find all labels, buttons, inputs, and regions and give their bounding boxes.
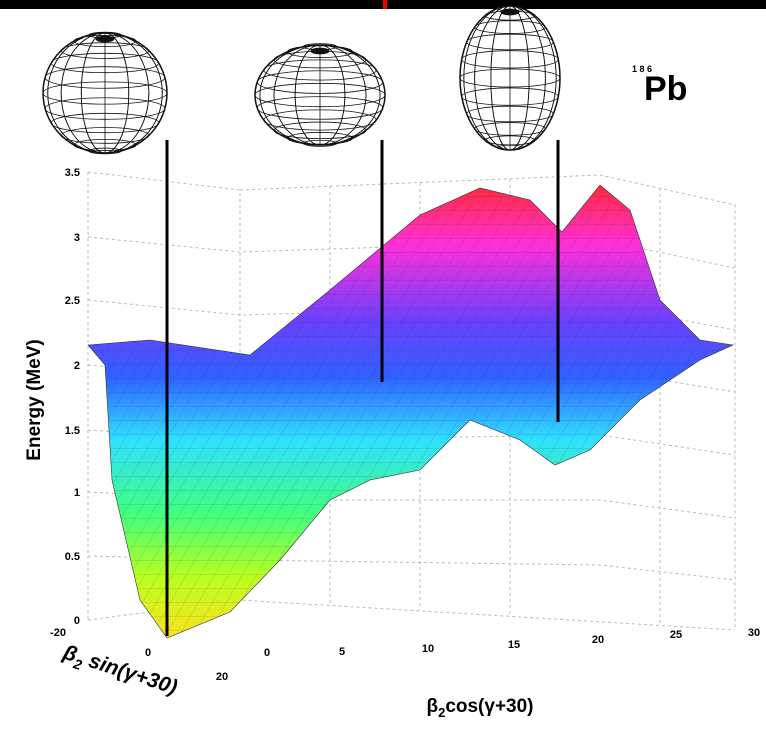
latitude	[461, 50, 559, 69]
x-tick-label: 30	[748, 627, 760, 639]
latitude	[474, 122, 546, 136]
z-tick-label: 0.5	[65, 551, 80, 563]
z-tick-label: 1	[74, 487, 80, 499]
x-tick-label: 5	[339, 646, 345, 658]
latitude	[50, 52, 160, 74]
meridian	[463, 5, 557, 151]
surface-mesh	[88, 185, 733, 638]
ellipsoid	[42, 31, 168, 155]
nuclear-shapes	[42, 5, 561, 155]
meridian	[259, 44, 381, 146]
z-tick-label: 1.5	[65, 425, 80, 437]
x-tick-label: 10	[422, 643, 434, 655]
shape-lines	[165, 140, 560, 636]
latitude	[44, 97, 166, 120]
z-tick-label: 0	[74, 615, 80, 627]
latitude	[254, 82, 386, 108]
latitude	[42, 81, 168, 105]
pole	[310, 47, 330, 55]
z-tick-label: 3	[74, 232, 80, 244]
y-axis-label: β2 sin(γ+30)	[58, 641, 180, 704]
latitude	[263, 59, 377, 81]
z-tick-label: 2	[74, 360, 80, 372]
ellipsoid	[254, 43, 386, 147]
z-tick-label: 3.5	[65, 167, 80, 179]
y-tick-label: 0	[145, 647, 151, 659]
latitude	[256, 96, 384, 120]
mass-number: 1 8 6	[632, 64, 652, 74]
latitude	[256, 70, 384, 94]
x-tick-label: 15	[508, 639, 520, 651]
ellipsoid	[459, 5, 561, 151]
element: Pb	[644, 70, 687, 108]
z-tick-label: 2.5	[65, 295, 80, 307]
latitude	[459, 68, 561, 88]
latitude	[466, 105, 554, 123]
latitude	[73, 35, 137, 48]
top-mark	[383, 0, 387, 9]
z-axis-label: Energy (MeV)	[24, 339, 45, 460]
latitude	[287, 45, 353, 58]
latitude	[44, 66, 166, 89]
latitude	[263, 109, 377, 131]
latitude	[474, 20, 546, 34]
latitude	[287, 132, 353, 145]
latitude	[73, 138, 137, 151]
latitude	[273, 121, 367, 140]
latitude	[60, 127, 150, 144]
x-tick-label: 0	[264, 647, 270, 659]
latitude	[466, 33, 554, 51]
latitude	[461, 87, 559, 106]
y-tick-label: 20	[216, 671, 228, 683]
meridian	[47, 32, 163, 154]
x-axis-label: β2cos(γ+30)	[426, 696, 533, 720]
latitude	[60, 42, 150, 59]
y-tick-label: -20	[50, 627, 66, 639]
x-tick-label: 25	[670, 629, 682, 641]
latitude	[50, 112, 160, 134]
pole	[95, 35, 115, 43]
pole	[500, 8, 520, 16]
x-tick-label: 20	[592, 634, 604, 646]
